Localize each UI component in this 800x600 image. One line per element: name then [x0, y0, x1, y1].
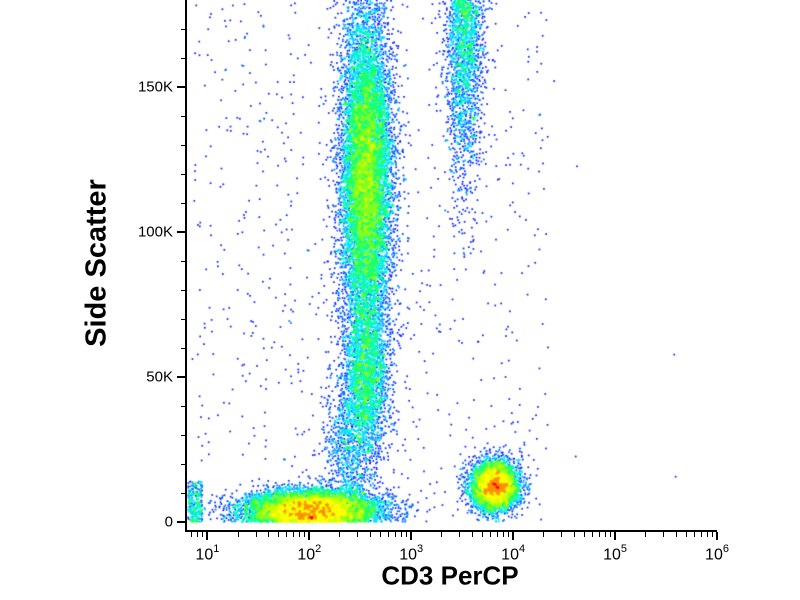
y-minor-tick — [181, 492, 185, 494]
x-minor-tick — [388, 532, 390, 537]
y-minor-tick — [181, 463, 185, 465]
x-minor-tick — [380, 532, 382, 537]
x-minor-tick — [604, 532, 606, 537]
x-major-tick — [512, 532, 515, 540]
x-tick-base: 10 — [297, 546, 316, 564]
x-tick-base: 10 — [603, 546, 621, 564]
y-tick-label: 150K — [137, 78, 173, 96]
y-minor-tick — [181, 347, 185, 349]
x-minor-tick — [278, 532, 280, 537]
y-major-tick — [177, 376, 185, 378]
y-axis-title: Side Scatter — [80, 179, 113, 347]
x-major-tick — [716, 532, 718, 540]
x-tick-exponent: 4 — [518, 543, 526, 555]
x-tick-label: 102 — [297, 543, 322, 564]
x-tick-label: 101 — [195, 543, 220, 564]
x-major-tick — [206, 532, 209, 540]
x-minor-tick — [663, 532, 665, 537]
x-minor-tick — [357, 532, 359, 537]
y-tick-label: 50K — [146, 368, 173, 386]
x-minor-tick — [507, 532, 509, 537]
x-tick-exponent: 3 — [417, 543, 424, 555]
y-major-tick — [177, 86, 185, 88]
x-minor-tick — [406, 532, 408, 537]
scatter-density-canvas — [187, 0, 717, 530]
x-minor-tick — [298, 532, 300, 537]
x-minor-tick — [481, 532, 483, 537]
x-minor-tick — [472, 532, 474, 537]
y-minor-tick — [181, 115, 185, 117]
x-tick-exponent: 2 — [315, 543, 322, 555]
x-minor-tick — [700, 532, 702, 537]
y-tick-label: 0 — [164, 513, 173, 531]
y-minor-tick — [181, 28, 185, 30]
x-major-tick — [614, 532, 617, 540]
x-minor-tick — [583, 532, 585, 537]
x-minor-tick — [574, 532, 576, 537]
x-minor-tick — [255, 532, 257, 537]
y-minor-tick — [181, 57, 185, 59]
x-minor-tick — [400, 532, 402, 537]
x-minor-tick — [197, 532, 198, 537]
x-minor-tick — [293, 532, 295, 537]
x-minor-tick — [394, 532, 396, 537]
x-tick-label: 103 — [399, 543, 424, 564]
x-tick-base: 10 — [705, 546, 723, 564]
y-major-tick — [177, 521, 185, 523]
x-major-tick — [410, 532, 413, 540]
x-minor-tick — [304, 532, 306, 537]
x-minor-tick — [459, 532, 461, 537]
x-minor-tick — [339, 532, 341, 537]
x-minor-tick — [286, 532, 288, 537]
x-minor-tick — [543, 532, 545, 537]
x-minor-tick — [675, 532, 677, 537]
y-minor-tick — [181, 405, 185, 407]
x-major-tick — [308, 532, 311, 540]
x-tick-base: 10 — [195, 546, 214, 564]
y-minor-tick — [181, 434, 185, 436]
plot-area: 0 50K 100K 150K 101 102 103 104 105 106 — [138, 0, 729, 563]
x-minor-tick — [693, 532, 695, 537]
x-minor-tick — [496, 532, 498, 537]
x-minor-tick — [561, 532, 563, 537]
x-minor-tick — [598, 532, 600, 537]
y-minor-tick — [181, 289, 185, 291]
x-minor-tick — [706, 532, 708, 537]
x-tick-exponent: 1 — [213, 543, 220, 555]
y-major-tick — [177, 231, 185, 233]
x-minor-tick — [191, 532, 193, 537]
y-minor-tick — [181, 202, 185, 204]
x-minor-tick — [591, 532, 593, 537]
x-minor-tick — [490, 532, 492, 537]
x-tick-exponent: 5 — [620, 543, 628, 555]
x-minor-tick — [711, 532, 713, 537]
x-minor-tick — [441, 532, 443, 537]
x-tick-label: 104 — [501, 543, 526, 564]
y-minor-tick — [181, 318, 185, 320]
y-minor-tick — [181, 173, 185, 175]
x-tick-exponent: 6 — [722, 543, 729, 555]
y-minor-tick — [181, 144, 185, 146]
x-minor-tick — [237, 532, 239, 537]
x-tick-label: 105 — [603, 543, 628, 564]
x-minor-tick — [645, 532, 647, 537]
x-minor-tick — [268, 532, 270, 537]
x-axis-title: CD3 PerCP — [381, 560, 519, 591]
x-tick-base: 10 — [399, 546, 418, 564]
x-minor-tick — [685, 532, 687, 537]
y-tick-label: 100K — [137, 223, 173, 241]
y-minor-tick — [181, 260, 185, 262]
x-tick-label: 106 — [705, 543, 729, 564]
x-tick-base: 10 — [501, 546, 519, 564]
x-minor-tick — [502, 532, 504, 537]
x-minor-tick — [202, 532, 204, 537]
x-minor-tick — [609, 532, 611, 537]
x-minor-tick — [370, 532, 372, 537]
